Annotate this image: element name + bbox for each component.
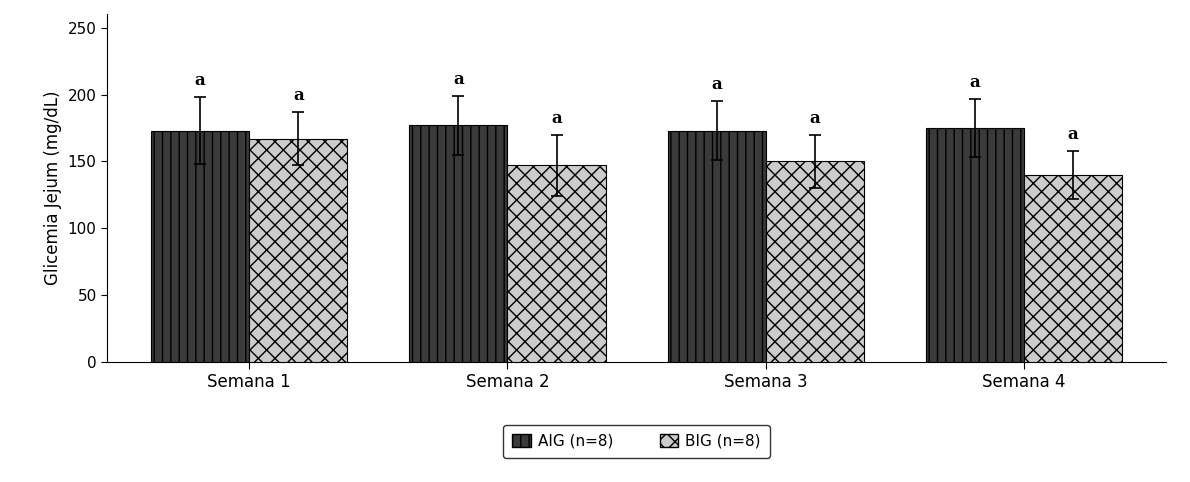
Y-axis label: Glicemia Jejum (mg/dL): Glicemia Jejum (mg/dL) bbox=[44, 91, 62, 285]
Text: a: a bbox=[712, 76, 722, 93]
Text: a: a bbox=[1067, 126, 1078, 143]
Text: a: a bbox=[970, 74, 981, 91]
Text: a: a bbox=[551, 109, 562, 127]
Bar bbox=[151, 131, 249, 362]
Text: a: a bbox=[809, 109, 820, 127]
Bar bbox=[668, 131, 766, 362]
Legend: AIG (n=8), BIG (n=8): AIG (n=8), BIG (n=8) bbox=[503, 425, 770, 458]
Text: a: a bbox=[293, 87, 303, 104]
Bar bbox=[409, 125, 507, 362]
Text: a: a bbox=[453, 71, 464, 88]
Bar bbox=[1025, 174, 1122, 362]
Bar bbox=[507, 165, 606, 362]
Text: a: a bbox=[195, 72, 206, 89]
Bar bbox=[926, 128, 1025, 362]
Bar bbox=[249, 139, 347, 362]
Bar bbox=[766, 161, 864, 362]
